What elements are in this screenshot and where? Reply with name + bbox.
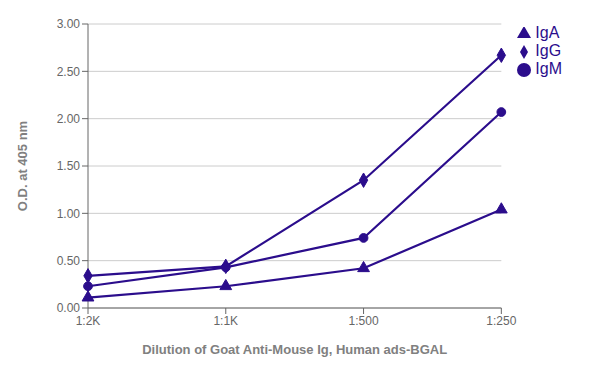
html-text:IgM: IgM: [535, 60, 562, 77]
html-text:IgG: IgG: [535, 42, 562, 59]
svg-text:0.00: 0.00: [57, 301, 81, 315]
svg-text:1:250: 1:250: [486, 314, 516, 328]
svg-text:3.00: 3.00: [57, 17, 81, 31]
svg-text:O.D. at 405 nm: O.D. at 405 nm: [15, 121, 30, 211]
svg-text:1:2K: 1:2K: [76, 314, 101, 328]
html-text:IgA: IgA: [535, 24, 560, 41]
svg-text:2.50: 2.50: [57, 65, 81, 79]
svg-text:1.00: 1.00: [57, 207, 81, 221]
svg-text:1:500: 1:500: [349, 314, 379, 328]
svg-text:Dilution of Goat Anti-Mouse Ig: Dilution of Goat Anti-Mouse Ig, Human ad…: [142, 342, 447, 357]
svg-text:2.00: 2.00: [57, 112, 81, 126]
svg-text:0.50: 0.50: [57, 254, 81, 268]
svg-text:1.50: 1.50: [57, 159, 81, 173]
svg-text:1:1K: 1:1K: [213, 314, 238, 328]
